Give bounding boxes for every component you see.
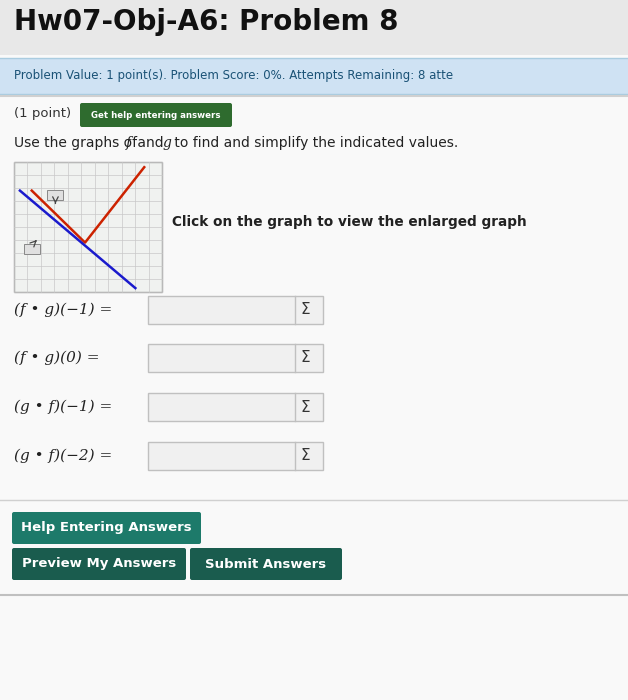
FancyBboxPatch shape — [148, 393, 323, 421]
Text: Click on the graph to view the enlarged graph: Click on the graph to view the enlarged … — [172, 215, 527, 229]
FancyBboxPatch shape — [148, 296, 323, 324]
Text: Help Entering Answers: Help Entering Answers — [21, 522, 192, 535]
FancyBboxPatch shape — [12, 512, 201, 544]
Text: (f • g)(0) =: (f • g)(0) = — [14, 351, 99, 365]
Text: to find and simplify the indicated values.: to find and simplify the indicated value… — [170, 136, 458, 150]
Text: Preview My Answers: Preview My Answers — [22, 557, 176, 570]
Text: (g • f)(−2) =: (g • f)(−2) = — [14, 449, 112, 463]
FancyBboxPatch shape — [148, 344, 323, 372]
Text: Hw07-Obj-A6: Problem 8: Hw07-Obj-A6: Problem 8 — [14, 8, 399, 36]
Bar — [48, 190, 63, 200]
Text: (1 point): (1 point) — [14, 107, 71, 120]
FancyBboxPatch shape — [190, 548, 342, 580]
Text: g: g — [163, 136, 172, 150]
Text: Use the graphs of: Use the graphs of — [14, 136, 141, 150]
Text: Submit Answers: Submit Answers — [205, 557, 327, 570]
FancyBboxPatch shape — [80, 103, 232, 127]
Text: Σ: Σ — [300, 351, 310, 365]
Bar — [14, 162, 162, 292]
Bar — [24, 244, 40, 254]
FancyBboxPatch shape — [12, 548, 186, 580]
Text: (f • g)(−1) =: (f • g)(−1) = — [14, 303, 112, 317]
Text: f: f — [126, 136, 131, 150]
Text: Get help entering answers: Get help entering answers — [91, 111, 221, 120]
FancyBboxPatch shape — [148, 442, 323, 470]
Text: and: and — [133, 136, 168, 150]
Text: Σ: Σ — [300, 302, 310, 318]
Text: Σ: Σ — [300, 400, 310, 414]
Bar — [0, 58, 628, 94]
Text: (g • f)(−1) =: (g • f)(−1) = — [14, 400, 112, 414]
Text: Problem Value: 1 point(s). Problem Score: 0%. Attempts Remaining: 8 atte: Problem Value: 1 point(s). Problem Score… — [14, 69, 453, 83]
Text: Σ: Σ — [300, 449, 310, 463]
